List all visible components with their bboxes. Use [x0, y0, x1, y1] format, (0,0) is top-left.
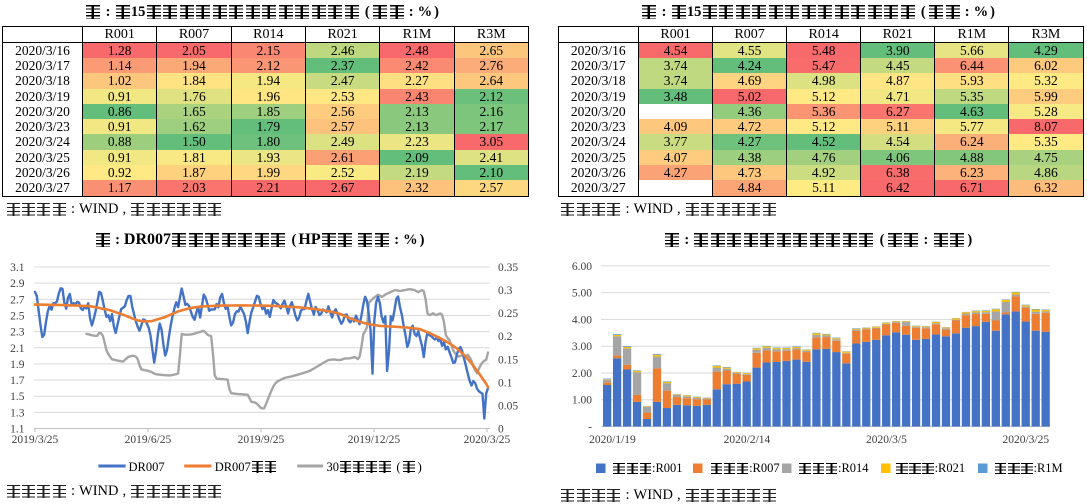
svg-text:1.00: 1.00 — [572, 395, 592, 407]
svg-text:2020/2/14: 2020/2/14 — [724, 434, 771, 446]
svg-text:2.5: 2.5 — [10, 310, 25, 322]
svg-text:2.00: 2.00 — [572, 368, 592, 380]
svg-text:6.00: 6.00 — [572, 261, 592, 273]
svg-text:2019/12/25: 2019/12/25 — [348, 434, 401, 446]
svg-text:2020/1/19: 2020/1/19 — [589, 434, 636, 446]
svg-text:0.1: 0.1 — [498, 377, 513, 389]
svg-text:5.00: 5.00 — [572, 288, 592, 300]
svg-text:4.00: 4.00 — [572, 314, 592, 326]
svg-text:0.2: 0.2 — [498, 331, 513, 343]
svg-text:2019/6/25: 2019/6/25 — [125, 434, 172, 446]
svg-text:1.3: 1.3 — [10, 407, 25, 419]
svg-text:0.3: 0.3 — [498, 285, 513, 297]
svg-text:2.9: 2.9 — [10, 278, 25, 290]
svg-text:2020/3/25: 2020/3/25 — [464, 434, 511, 446]
svg-text:2019/3/25: 2019/3/25 — [12, 434, 59, 446]
svg-text:3.00: 3.00 — [572, 341, 592, 353]
svg-text:1.1: 1.1 — [10, 424, 25, 436]
svg-text:0.05: 0.05 — [498, 400, 518, 412]
svg-text:0: 0 — [498, 424, 504, 436]
svg-text:1.5: 1.5 — [10, 391, 25, 403]
svg-text:2.7: 2.7 — [10, 294, 25, 306]
svg-text:0.35: 0.35 — [498, 262, 518, 274]
svg-text:2.1: 2.1 — [10, 343, 25, 355]
svg-text:-: - — [588, 422, 592, 434]
svg-text:1.7: 1.7 — [10, 375, 25, 387]
svg-text:2020/3/25: 2020/3/25 — [1002, 434, 1049, 446]
svg-text:2019/9/25: 2019/9/25 — [238, 434, 285, 446]
svg-text:3.1: 3.1 — [10, 262, 25, 274]
svg-text:2.3: 2.3 — [10, 327, 25, 339]
svg-text:0.25: 0.25 — [498, 308, 518, 320]
svg-text:0.15: 0.15 — [498, 354, 518, 366]
svg-text:2020/3/5: 2020/3/5 — [866, 434, 907, 446]
svg-text:1.9: 1.9 — [10, 359, 25, 371]
